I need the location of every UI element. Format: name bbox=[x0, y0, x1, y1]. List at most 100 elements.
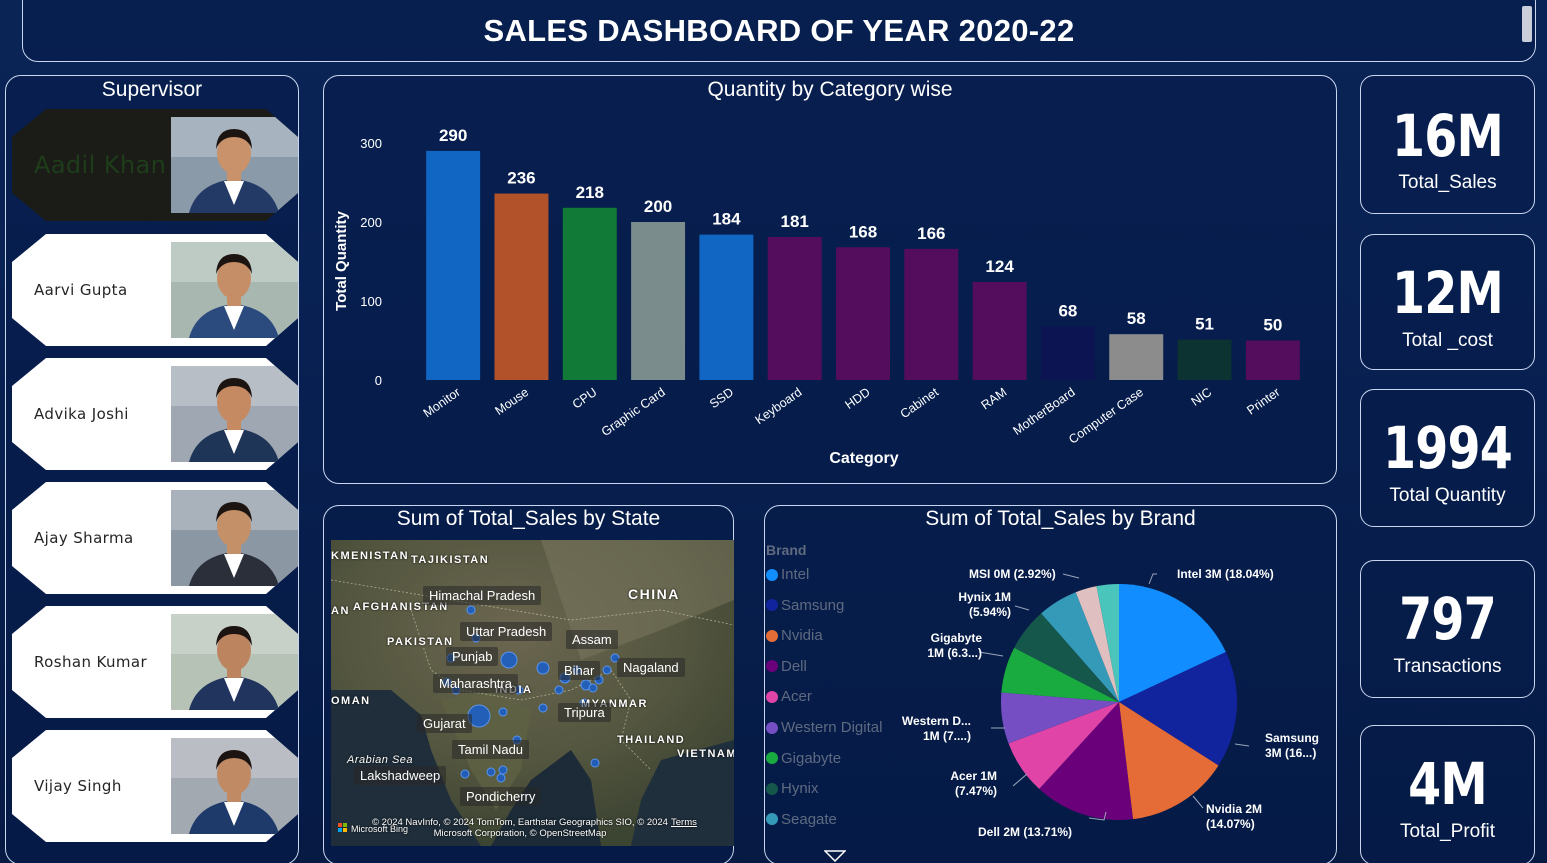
pie-label-dell: Dell 2M (13.71%) bbox=[978, 825, 1073, 839]
x-tick-label: Printer bbox=[1244, 385, 1282, 418]
supervisor-card[interactable]: Ajay Sharma bbox=[12, 482, 298, 594]
x-tick-label: Graphic Card bbox=[599, 385, 668, 439]
map-state-label[interactable]: Uttar Pradesh bbox=[460, 622, 553, 641]
supervisor-card[interactable]: Aadil Khan bbox=[12, 109, 298, 221]
pie-leader-line bbox=[978, 651, 1004, 657]
bar bbox=[767, 237, 822, 380]
map-terms-link[interactable]: Terms bbox=[671, 817, 697, 828]
kpi-total-sales-label: Total_Sales bbox=[1398, 172, 1497, 193]
legend-label: Hynix bbox=[781, 780, 819, 798]
supervisor-name: Ajay Sharma bbox=[34, 529, 134, 547]
pie-slice[interactable] bbox=[1014, 613, 1119, 702]
bar-value-label: 68 bbox=[1058, 301, 1077, 320]
map-state-label[interactable]: Lakshadweep bbox=[354, 766, 447, 785]
kpi-total-cost-value: 12M bbox=[1391, 259, 1504, 327]
map-state-label[interactable]: Maharashtra bbox=[433, 674, 518, 693]
pie-label-msi: MSI 0M (2.92%) bbox=[969, 567, 1056, 581]
pie-slice[interactable] bbox=[1039, 702, 1133, 820]
pie-slice[interactable] bbox=[1001, 692, 1119, 744]
legend-item[interactable]: Western Digital bbox=[766, 719, 882, 736]
map-state-label[interactable]: Tamil Nadu bbox=[452, 740, 530, 759]
legend-item[interactable]: Nvidia bbox=[766, 627, 823, 644]
scrollbar-thumb[interactable] bbox=[1522, 6, 1532, 42]
bar-value-label: 51 bbox=[1195, 315, 1214, 334]
pie-slice[interactable] bbox=[1008, 702, 1119, 789]
state-map[interactable]: KMENISTAN TAJIKISTAN CHINA AN AFGHANISTA… bbox=[331, 540, 734, 846]
microsoft-logo-icon bbox=[338, 823, 348, 833]
supervisor-name: Roshan Kumar bbox=[34, 653, 148, 671]
kpi-total-sales[interactable]: 16M Total_Sales bbox=[1360, 75, 1535, 214]
pie-label-samsung: Samsung 3M (16...) bbox=[1265, 731, 1320, 760]
legend-label: Acer bbox=[781, 688, 812, 706]
pie-leader-line bbox=[1088, 811, 1107, 821]
pie-label-nvidia: Nvidia 2M (14.07%) bbox=[1206, 802, 1263, 831]
legend-swatch bbox=[766, 690, 778, 703]
bar bbox=[1177, 339, 1232, 380]
bar bbox=[904, 248, 959, 380]
pie-slice[interactable] bbox=[1001, 647, 1119, 702]
map-country-label: CHINA bbox=[628, 586, 680, 602]
kpi-total-cost-label: Total _cost bbox=[1402, 330, 1493, 351]
bar-value-label: 58 bbox=[1127, 309, 1146, 328]
bar bbox=[699, 234, 754, 380]
pie-slice[interactable] bbox=[1041, 592, 1119, 702]
bar-value-label: 168 bbox=[849, 222, 877, 241]
map-country-label: PAKISTAN bbox=[387, 636, 454, 648]
pie-slice[interactable] bbox=[1119, 652, 1237, 766]
bar-value-label: 124 bbox=[985, 257, 1014, 276]
map-state-label[interactable]: Tripura bbox=[558, 703, 611, 722]
x-tick-label: RAM bbox=[979, 385, 1010, 412]
legend-item[interactable]: Acer bbox=[766, 688, 812, 705]
supervisor-card[interactable]: Vijay Singh bbox=[12, 730, 298, 842]
kpi-transactions[interactable]: 797 Transactions bbox=[1360, 560, 1535, 698]
bar bbox=[1109, 334, 1164, 380]
legend-item[interactable]: Dell bbox=[766, 658, 807, 675]
legend-item[interactable]: Seagate bbox=[766, 811, 837, 828]
kpi-total-quantity-value: 1994 bbox=[1382, 414, 1513, 482]
supervisor-avatar bbox=[171, 242, 298, 338]
legend-item[interactable]: Samsung bbox=[766, 597, 844, 614]
supervisor-card[interactable]: Aarvi Gupta bbox=[12, 234, 298, 346]
x-tick-label: Cabinet bbox=[898, 385, 942, 421]
map-state-label[interactable]: Pondicherry bbox=[460, 787, 542, 806]
map-state-label[interactable]: Gujarat bbox=[417, 714, 472, 733]
bar-value-label: 218 bbox=[576, 183, 604, 202]
map-state-label[interactable]: Bihar bbox=[558, 661, 601, 680]
kpi-transactions-value: 797 bbox=[1399, 585, 1497, 653]
legend-swatch bbox=[766, 629, 778, 642]
map-state-label[interactable]: Punjab bbox=[446, 647, 499, 666]
legend-label: Western Digital bbox=[781, 719, 883, 736]
bar bbox=[1040, 326, 1095, 380]
pie-slice[interactable] bbox=[1075, 586, 1119, 702]
legend-swatch bbox=[766, 813, 778, 826]
y-axis-label: Total Quantity bbox=[333, 210, 350, 310]
legend-item[interactable]: Gigabyte bbox=[766, 750, 841, 767]
supervisor-avatar bbox=[171, 614, 298, 710]
map-country-label: OMAN bbox=[331, 695, 371, 707]
dashboard-title: SALES DASHBOARD OF YEAR 2020-22 bbox=[483, 13, 1075, 48]
kpi-total-cost[interactable]: 12M Total _cost bbox=[1360, 234, 1535, 370]
supervisor-title: Supervisor bbox=[101, 78, 203, 101]
pie-slice[interactable] bbox=[1119, 702, 1219, 820]
legend-swatch bbox=[766, 660, 778, 673]
legend-item[interactable]: Intel bbox=[766, 566, 809, 583]
pie-slice[interactable] bbox=[1096, 584, 1119, 702]
map-credit: © 2024 NavInfo, © 2024 TomTom, Earthstar… bbox=[372, 817, 668, 839]
legend-label: Intel bbox=[781, 566, 810, 583]
supervisor-avatar bbox=[171, 738, 298, 834]
supervisor-avatar bbox=[171, 490, 298, 586]
expand-chevron-icon[interactable] bbox=[824, 850, 846, 862]
pie-slice[interactable] bbox=[1119, 584, 1226, 702]
bar-value-label: 290 bbox=[439, 126, 467, 145]
kpi-total-profit[interactable]: 4M Total_Profit bbox=[1360, 725, 1535, 863]
bar-chart: 0 100 200 300 Total Quantity Category 290 Monit… bbox=[333, 126, 1300, 467]
kpi-total-quantity[interactable]: 1994 Total Quantity bbox=[1360, 389, 1535, 527]
x-axis-label: Category bbox=[829, 450, 898, 467]
legend-item[interactable]: Hynix bbox=[766, 780, 819, 797]
map-state-label[interactable]: Himachal Pradesh bbox=[423, 586, 542, 605]
supervisor-card[interactable]: Roshan Kumar bbox=[12, 606, 298, 718]
map-state-label[interactable]: Nagaland bbox=[617, 658, 685, 677]
map-country-label: TAJIKISTAN bbox=[411, 554, 490, 566]
map-state-label[interactable]: Assam bbox=[566, 630, 618, 649]
supervisor-card[interactable]: Advika Joshi bbox=[12, 358, 298, 470]
